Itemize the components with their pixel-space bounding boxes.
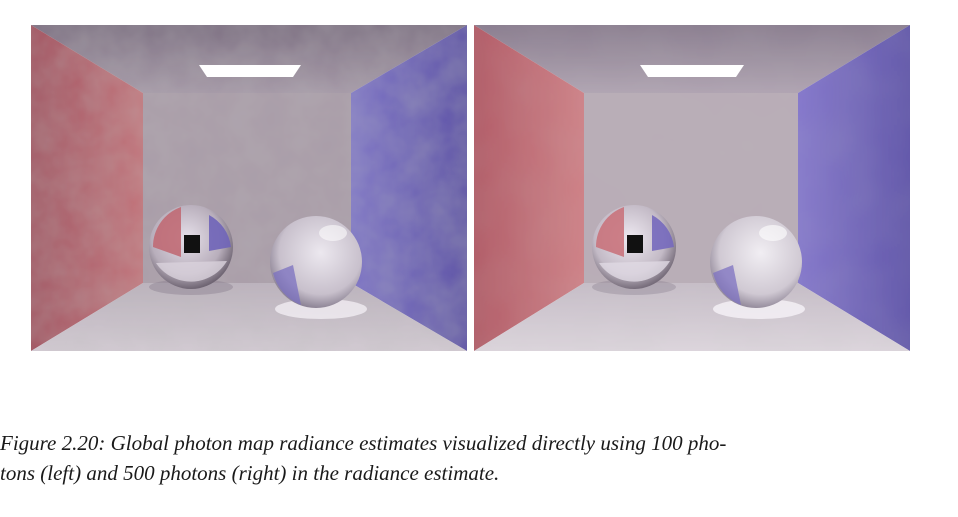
glass-sphere: [270, 216, 362, 308]
caption-line-1: Figure 2.20: Global photon map radiance …: [0, 431, 727, 455]
mirror-sphere: [592, 205, 676, 289]
glass-sphere: [710, 216, 802, 308]
mirror-sphere: [149, 205, 233, 289]
render-panel-left: [31, 25, 467, 351]
ceiling-light: [640, 65, 744, 77]
figure: [31, 25, 911, 351]
figure-caption: Figure 2.20: Global photon map radiance …: [0, 428, 726, 488]
cornell-box-render-500-photons: [474, 25, 910, 351]
cornell-box-render-100-photons: [31, 25, 467, 351]
caption-line-2: tons (left) and 500 photons (right) in t…: [0, 461, 500, 485]
render-panel-right: [474, 25, 910, 351]
ceiling-light: [199, 65, 301, 77]
